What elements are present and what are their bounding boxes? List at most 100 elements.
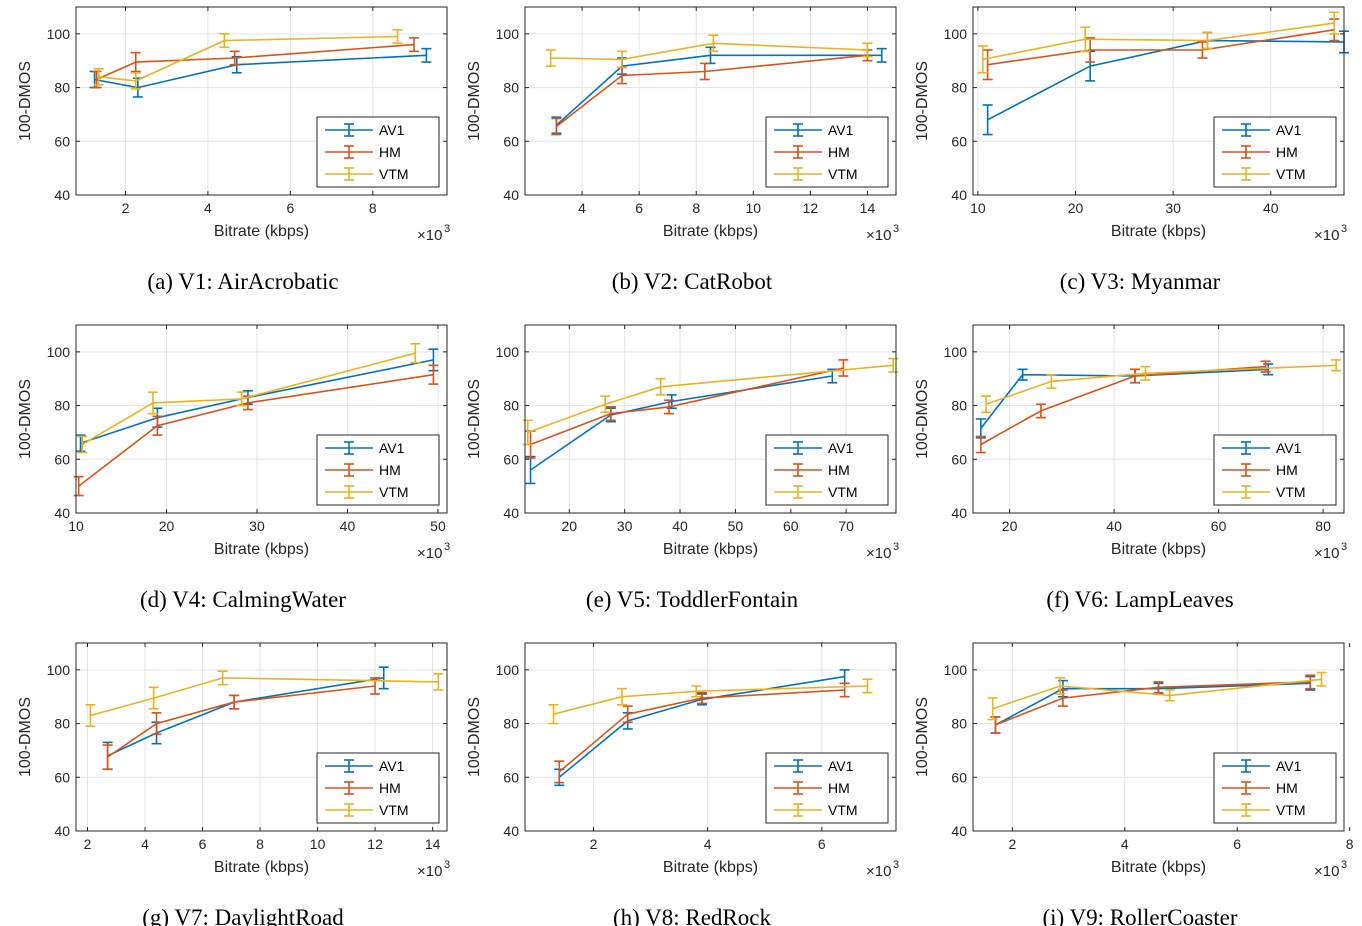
y-tick-label: 60 (951, 133, 967, 149)
error-bar-vtm (433, 673, 444, 691)
x-tick-label: 6 (199, 836, 207, 852)
legend: AV1 HM VTM (316, 434, 440, 506)
x-tick-label: 6 (1233, 836, 1241, 852)
error-bar-hm (1260, 360, 1271, 373)
x-tick-label: 40 (672, 518, 688, 534)
subplot-4: 10 20 30 40 50 40 60 80 100 Bitrate (kbps) 100-DMO… (17, 324, 450, 612)
error-bar-hm (428, 364, 439, 385)
legend-swatch-vtm (1222, 167, 1270, 181)
axes-box (524, 324, 897, 514)
error-bar-vtm (219, 33, 230, 49)
x-multiplier: ×10 (417, 863, 442, 880)
x-axis-label: Bitrate (kbps) (1111, 223, 1206, 240)
error-bar-hm (839, 682, 850, 698)
error-bar-vtm (862, 42, 873, 58)
error-bar-vtm (217, 670, 228, 686)
series-line-vtm (985, 364, 1337, 405)
x-multiplier: ×10 (866, 863, 891, 880)
x-multiplier-exponent: 3 (1341, 859, 1347, 871)
series-line-vtm (550, 42, 868, 61)
subplot-caption: (h) V8: RedRock (613, 905, 772, 926)
x-multiplier-exponent: 3 (444, 859, 450, 871)
error-bar-vtm (236, 391, 247, 407)
legend-swatch-av1 (1222, 123, 1270, 137)
x-multiplier-exponent: 3 (893, 223, 899, 235)
x-tick-label: 4 (141, 836, 149, 852)
y-tick-label: 100 (496, 26, 520, 42)
error-bar-vtm (862, 678, 873, 694)
x-axis-label: Bitrate (kbps) (663, 859, 758, 876)
series-line-av1 (555, 54, 882, 126)
subplot-3: 10 20 30 40 40 60 80 100 Bitrate (kbps) 100-DMOS ×… (914, 6, 1349, 294)
error-bar-hm (151, 712, 162, 736)
legend-label-vtm: VTM (379, 802, 409, 818)
legend-swatch-vtm (325, 167, 373, 181)
legend-swatch-av1 (325, 759, 373, 773)
series-line-vtm (527, 364, 894, 434)
error-bar-vtm (545, 49, 556, 67)
subplot-6: 20 40 60 80 40 60 80 100 Bitrate (kbps) 100-DMOS ×… (914, 324, 1347, 612)
x-tick-label: 80 (1315, 518, 1331, 534)
x-axis-label: Bitrate (kbps) (663, 223, 758, 240)
x-tick-label: 4 (1121, 836, 1129, 852)
x-multiplier-exponent: 3 (444, 541, 450, 553)
subplot-caption: (a) V1: AirAcrobatic (147, 269, 338, 294)
error-bar-vtm (1080, 26, 1091, 53)
legend-swatch-hm (774, 145, 822, 159)
y-tick-label: 100 (47, 662, 71, 678)
legend-swatch-vtm (325, 803, 373, 817)
error-bar-vtm (977, 45, 988, 74)
x-axis-label: Bitrate (kbps) (214, 541, 309, 558)
error-bar-hm (1129, 368, 1140, 384)
x-tick-label: 40 (1263, 200, 1279, 216)
legend-swatch-av1 (1222, 441, 1270, 455)
error-bar-vtm (617, 687, 628, 706)
subplot-caption: (f) V6: LampLeaves (1046, 587, 1233, 612)
legend-label-vtm: VTM (1276, 166, 1306, 182)
error-bar-hm (229, 694, 240, 710)
y-tick-label: 80 (951, 398, 967, 414)
x-tick-label: 70 (838, 518, 854, 534)
error-bar-vtm (548, 703, 559, 725)
x-tick-label: 12 (367, 836, 383, 852)
legend-swatch-hm (774, 781, 822, 795)
legend-swatch-hm (1222, 145, 1270, 159)
y-axis-label: 100-DMOS (466, 379, 483, 459)
x-multiplier: ×10 (417, 545, 442, 562)
axes-box (75, 6, 448, 196)
y-tick-label: 80 (503, 80, 519, 96)
series-line-hm (530, 367, 844, 446)
y-tick-label: 60 (54, 769, 70, 785)
x-axis-label: Bitrate (kbps) (663, 541, 758, 558)
x-tick-label: 4 (704, 836, 712, 852)
subplot-2: 4 6 8 10 12 14 40 60 80 100 Bitrate (kbps) 100-DMOS… (466, 6, 899, 294)
x-tick-label: 2 (84, 836, 92, 852)
y-axis-label: 100-DMOS (17, 379, 34, 459)
y-tick-label: 100 (47, 344, 71, 360)
error-bar-vtm (93, 67, 104, 86)
x-tick-label: 6 (818, 836, 826, 852)
y-axis-label: 100-DMOS (914, 61, 931, 141)
error-bar-hm (73, 475, 84, 497)
series-line-vtm (98, 35, 398, 82)
series-line-hm (987, 29, 1335, 66)
y-tick-label: 60 (503, 133, 519, 149)
subplot-caption: (g) V7: DaylightRoad (142, 905, 344, 926)
legend-swatch-hm (1222, 781, 1270, 795)
error-bar-hm (409, 37, 420, 53)
y-tick-label: 60 (54, 451, 70, 467)
legend: AV1 HM VTM (316, 752, 440, 824)
error-bar-vtm (655, 377, 666, 396)
y-tick-label: 80 (54, 716, 70, 732)
subplot-5: 20 30 40 50 60 70 40 60 80 100 Bitrate (kbps) 100-D… (466, 324, 899, 612)
error-bar-hm (699, 62, 710, 81)
series-line-vtm (992, 678, 1322, 710)
y-tick-label: 100 (944, 26, 968, 42)
y-tick-label: 40 (951, 505, 967, 521)
y-tick-label: 80 (54, 80, 70, 96)
legend-label-vtm: VTM (1276, 802, 1306, 818)
legend-swatch-vtm (774, 485, 822, 499)
legend-swatch-av1 (774, 123, 822, 137)
y-axis-label: 100-DMOS (466, 61, 483, 141)
error-bar-hm (1085, 37, 1096, 63)
